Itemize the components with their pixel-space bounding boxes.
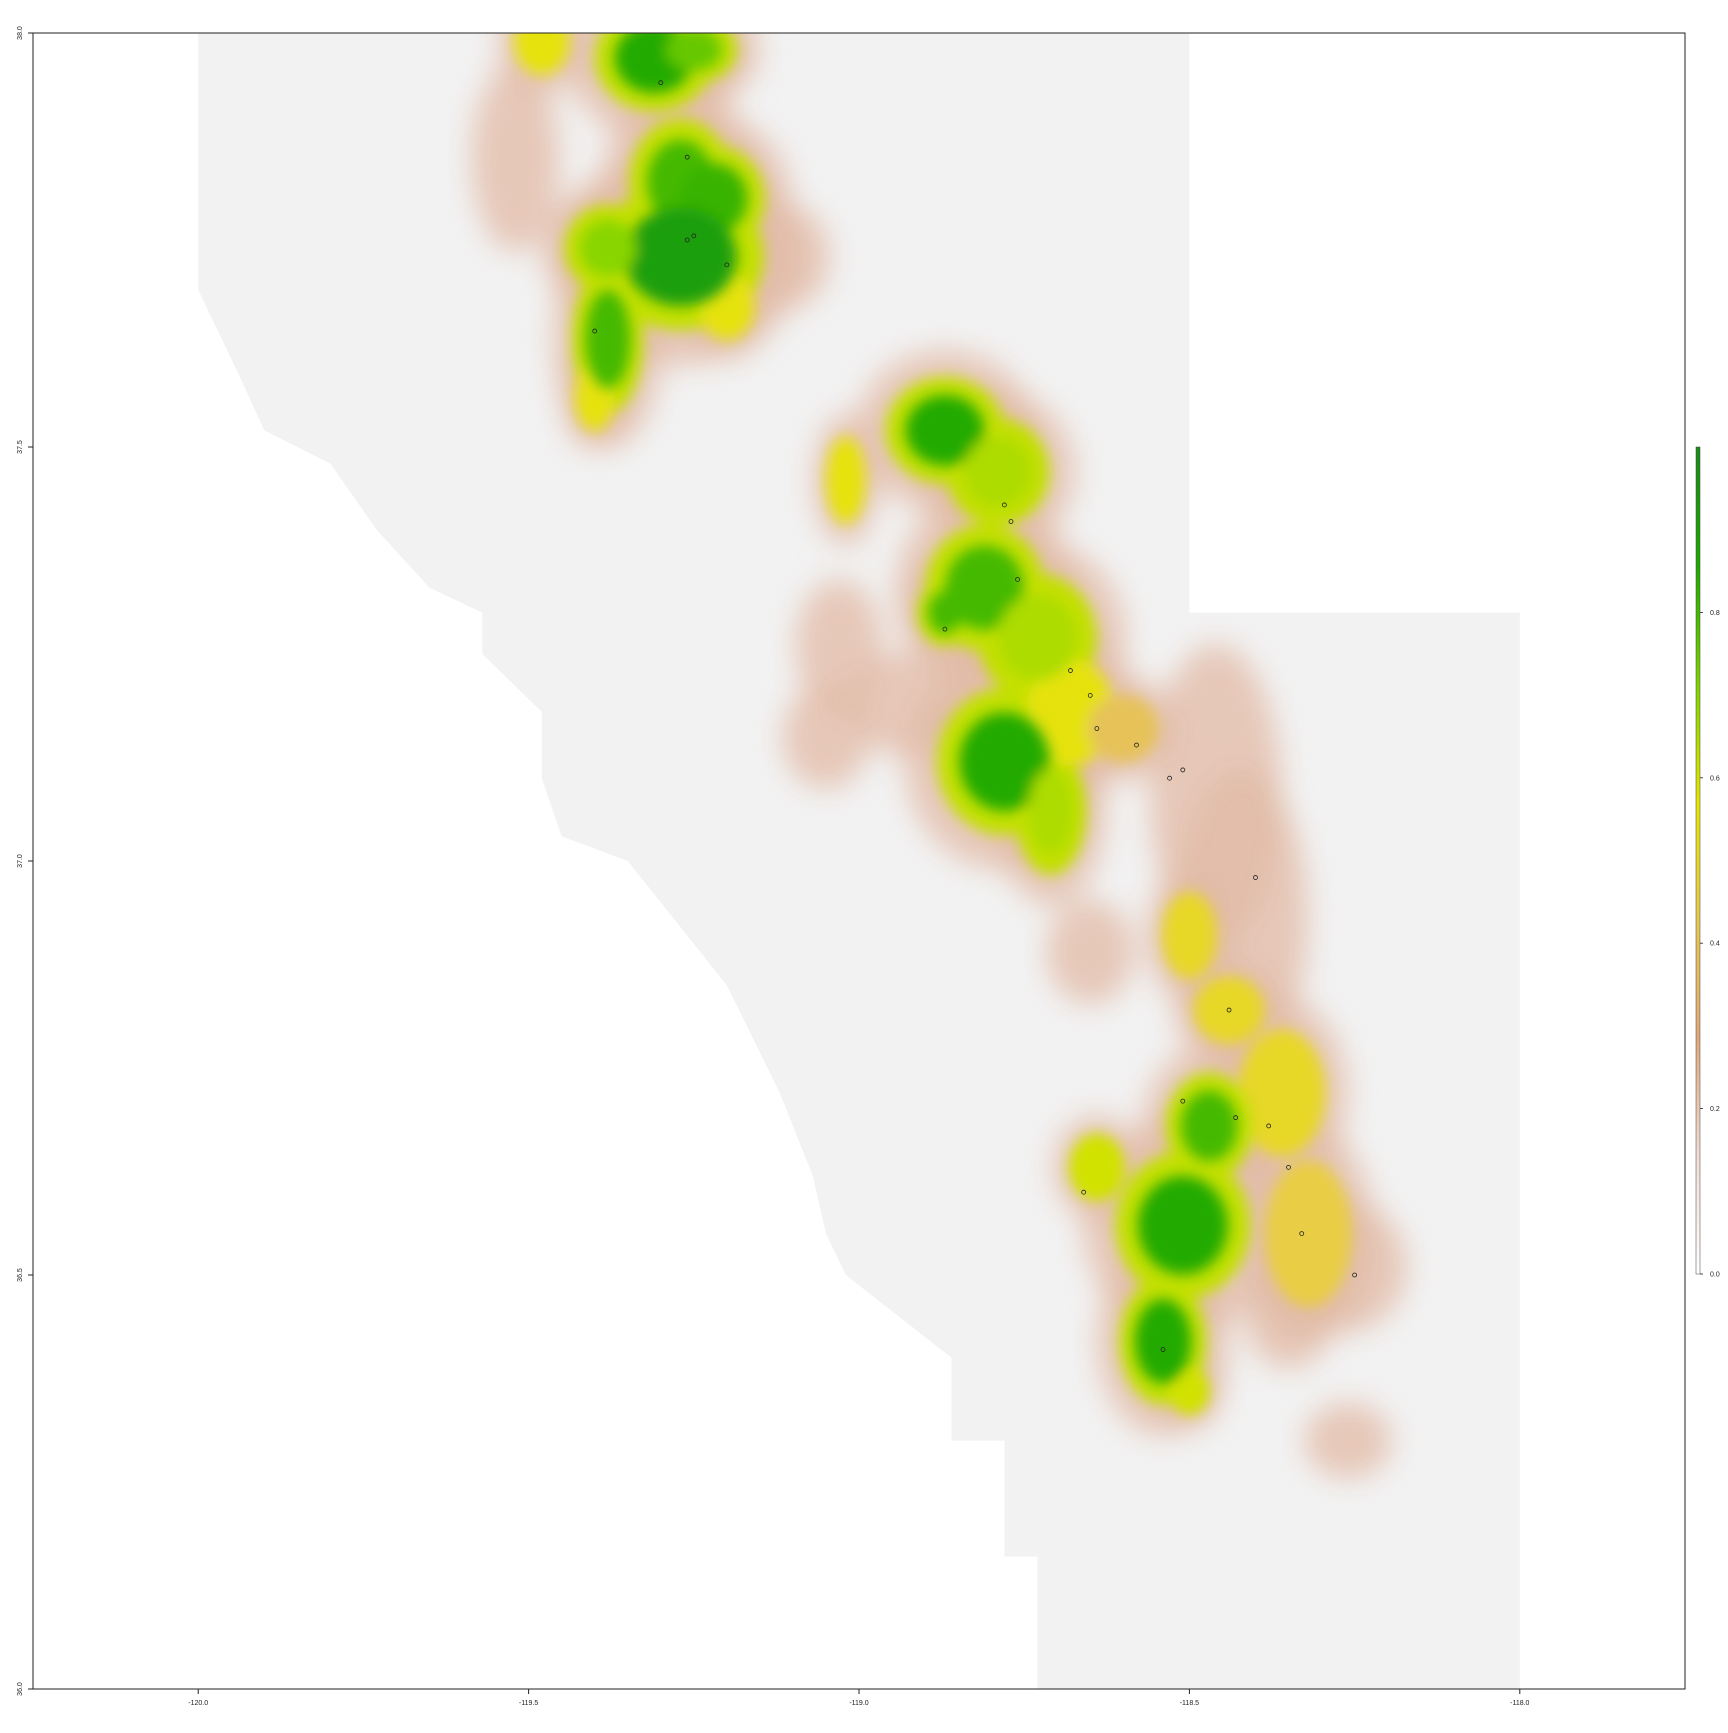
suitability-core <box>998 595 1077 680</box>
occurrence-point <box>1068 668 1073 673</box>
occurrence-point <box>1087 693 1093 698</box>
x-tick-label: -118.5 <box>1180 1700 1199 1707</box>
occurrence-point <box>684 154 690 160</box>
y-tick-label: 37.0 <box>17 854 24 868</box>
suitability-core <box>1080 1146 1114 1189</box>
y-axis: 36.0 36.5 37.0 37.5 38.0 <box>17 26 33 1696</box>
occurrence-point <box>1008 519 1014 524</box>
occurrence-point <box>1180 767 1186 773</box>
color-legend: 0.0 0.2 0.4 0.6 0.8 <box>1695 446 1720 1279</box>
legend-tick-label: 0.4 <box>1710 941 1720 948</box>
suitability-core <box>585 290 631 389</box>
occurrence-point <box>1299 1231 1305 1236</box>
occurrence-point <box>942 626 948 632</box>
occurrence-point <box>1253 875 1258 880</box>
suitability-halo <box>1304 1402 1392 1479</box>
suitability-layer <box>471 33 1408 1479</box>
suitability-halo <box>742 204 831 309</box>
suitability-core <box>964 436 1032 508</box>
occurrence-point <box>1094 726 1100 731</box>
suitability-core <box>579 220 636 277</box>
x-tick-label: -119.0 <box>849 1700 868 1707</box>
occurrence-point <box>1015 577 1020 582</box>
suitability-core <box>665 33 722 71</box>
occurrence-point <box>1286 1164 1291 1170</box>
legend-tick-label: 0.0 <box>1710 1272 1720 1279</box>
y-tick-label: 38.0 <box>17 26 24 40</box>
y-tick-label: 36.0 <box>17 1682 24 1696</box>
occurrence-point <box>1167 775 1172 781</box>
legend-tick-label: 0.6 <box>1710 775 1720 782</box>
suitability-core <box>1028 769 1074 854</box>
occurrence-point <box>684 237 690 243</box>
occurrence-points-layer <box>592 80 1357 1352</box>
occurrence-point <box>1180 1098 1186 1104</box>
occurrence-point <box>1001 502 1007 508</box>
occurrence-point <box>592 328 598 334</box>
suitability-mid <box>1238 1029 1326 1157</box>
occurrence-point <box>1134 742 1139 748</box>
legend-tick-label: 0.2 <box>1710 1106 1720 1113</box>
suitability-core <box>1181 1090 1238 1162</box>
occurrence-point <box>1226 1007 1232 1013</box>
occurrence-point <box>1266 1123 1272 1129</box>
y-tick-label: 36.5 <box>17 1268 24 1282</box>
suitability-mid <box>1087 694 1160 763</box>
legend-colorbar <box>1695 446 1701 1275</box>
y-tick-label: 37.5 <box>17 440 24 454</box>
suitability-mid <box>514 33 570 76</box>
x-tick-label: -119.5 <box>519 1700 538 1707</box>
suitability-core <box>624 207 737 306</box>
suitability-core <box>928 591 962 634</box>
legend-tick-label: 0.8 <box>1710 610 1720 617</box>
suitability-core-group <box>579 33 1238 1405</box>
suitability-core <box>959 712 1050 811</box>
suitability-mid <box>1161 891 1218 980</box>
suitability-halo <box>1046 899 1134 1005</box>
occurrence-point <box>1233 1115 1239 1121</box>
occurrence-point <box>1352 1272 1357 1278</box>
occurrence-point <box>1160 1347 1166 1352</box>
x-axis: -120.0 -119.5 -119.0 -118.5 -118.0 <box>188 1689 1530 1707</box>
suitability-core <box>1178 1376 1201 1405</box>
suitability-core <box>1137 1176 1228 1275</box>
x-tick-label: -120.0 <box>188 1700 208 1707</box>
x-tick-label: -118.0 <box>1510 1700 1529 1707</box>
suitability-core <box>905 395 985 466</box>
occurrence-point <box>1081 1189 1087 1195</box>
occurrence-point <box>691 233 697 239</box>
suitability-core <box>945 545 1024 630</box>
suitability-halo <box>471 62 560 252</box>
suitability-mid <box>825 436 866 524</box>
suitability-mid <box>1193 976 1265 1044</box>
occurrence-point <box>658 80 664 86</box>
occurrence-point <box>724 262 730 268</box>
suitability-core <box>1134 1299 1192 1384</box>
suitability-mid <box>1264 1160 1352 1308</box>
